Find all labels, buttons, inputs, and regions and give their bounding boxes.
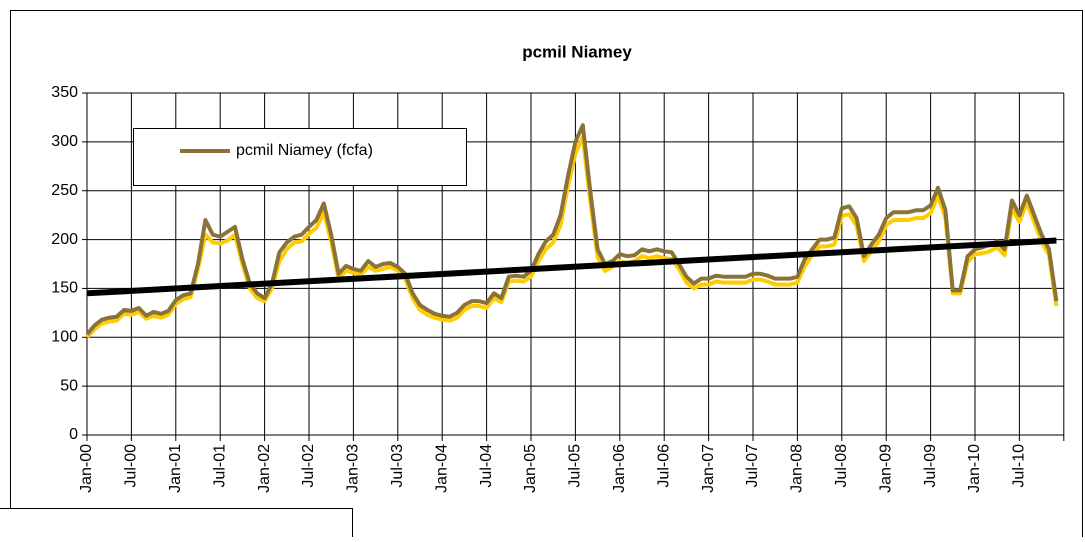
y-tick-label: 0 [69, 426, 78, 443]
chart-frame [10, 10, 1083, 542]
x-tick-label: Jul-10 [1011, 444, 1028, 488]
y-tick-label: 250 [51, 182, 78, 199]
x-tick-label: Jul-04 [478, 444, 495, 488]
x-tick-label: Jul-03 [389, 444, 406, 488]
x-tick-label: Jul-01 [211, 444, 228, 488]
legend-label: pcmil Niamey (fcfa) [236, 142, 373, 159]
x-tick-label: Jan-01 [167, 444, 184, 493]
x-tick-label: Jan-09 [877, 444, 894, 493]
x-tick-label: Jan-02 [256, 444, 273, 493]
x-tick-label: Jan-10 [966, 444, 983, 493]
x-tick-label: Jan-04 [433, 444, 450, 493]
x-tick-label: Jul-08 [833, 444, 850, 488]
x-tick-label: Jul-06 [655, 444, 672, 488]
x-tick-label: Jul-00 [123, 444, 140, 488]
x-tick-label: Jan-07 [700, 444, 717, 493]
y-tick-label: 350 [51, 84, 78, 101]
x-tick-label: Jan-05 [522, 444, 539, 493]
legend [133, 128, 467, 186]
series-line [85, 123, 1059, 336]
y-tick-label: 50 [60, 377, 78, 394]
plot-area: 0 50 100 150 200 250 300 350 Jan-00 Jul-00 Jan-01 J… [51, 84, 1065, 493]
y-tick-label: 150 [51, 280, 78, 297]
overlay-border [0, 508, 353, 537]
x-tick-label: Jul-07 [744, 444, 761, 488]
y-tick-label: 100 [51, 329, 78, 346]
x-tick-label: Jan-03 [345, 444, 362, 493]
y-tick-label: 200 [51, 231, 78, 248]
overlay-box [0, 508, 352, 537]
x-tick-label: Jan-06 [611, 444, 628, 493]
x-tick-label: Jan-08 [789, 444, 806, 493]
x-tick-label: Jul-02 [300, 444, 317, 488]
x-tick-label: Jul-05 [567, 444, 584, 488]
y-tick-label: 300 [51, 133, 78, 150]
trend-line [86, 237, 1057, 297]
x-tick-label: Jul-09 [922, 444, 939, 488]
chart-title: pcmil Niamey [522, 42, 632, 61]
x-tick-label: Jan-00 [78, 444, 95, 493]
